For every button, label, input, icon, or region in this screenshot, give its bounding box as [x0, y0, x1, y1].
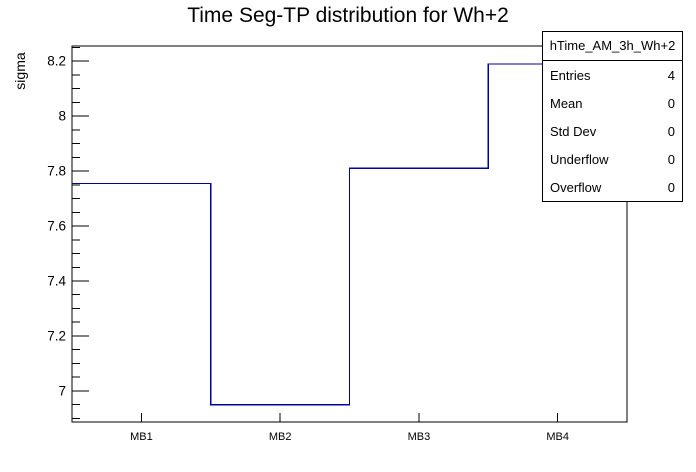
- stat-label: Std Dev: [550, 123, 597, 139]
- stats-box-title: hTime_AM_3h_Wh+2: [543, 32, 682, 61]
- x-tick-label: MB2: [269, 431, 292, 443]
- y-tick-label: 8: [58, 109, 66, 124]
- x-tick-label: MB4: [546, 431, 569, 443]
- y-tick-label: 7.8: [47, 164, 66, 179]
- stat-value: 4: [667, 67, 675, 83]
- y-tick-label: 7.4: [47, 274, 66, 289]
- stats-row: Underflow 0: [543, 145, 682, 173]
- chart-title: Time Seg-TP distribution for Wh+2: [187, 4, 509, 27]
- stats-box: hTime_AM_3h_Wh+2 Entries 4 Mean 0 Std De…: [542, 31, 683, 202]
- stats-row: Std Dev 0: [543, 117, 682, 145]
- stat-value: 0: [667, 95, 675, 111]
- x-tick-label: MB1: [130, 431, 153, 443]
- stats-row: Overflow 0: [543, 173, 682, 201]
- stat-label: Underflow: [550, 151, 609, 167]
- stat-label: Overflow: [550, 179, 602, 195]
- stat-value: 0: [667, 179, 675, 195]
- stat-value: 0: [667, 123, 675, 139]
- y-tick-label: 7.6: [47, 219, 66, 234]
- stat-value: 0: [667, 151, 675, 167]
- stats-row: Entries 4: [543, 61, 682, 89]
- y-tick-label: 7: [58, 383, 66, 398]
- stats-rows: Entries 4 Mean 0 Std Dev 0 Underflow 0 O…: [543, 61, 682, 201]
- x-tick-label: MB3: [408, 431, 431, 443]
- plot-frame: [71, 45, 628, 423]
- stat-label: Entries: [550, 67, 591, 83]
- stats-row: Mean 0: [543, 89, 682, 117]
- stat-label: Mean: [550, 95, 583, 111]
- y-tick-label: 7.2: [47, 328, 66, 343]
- y-tick-label: 8.2: [47, 54, 66, 69]
